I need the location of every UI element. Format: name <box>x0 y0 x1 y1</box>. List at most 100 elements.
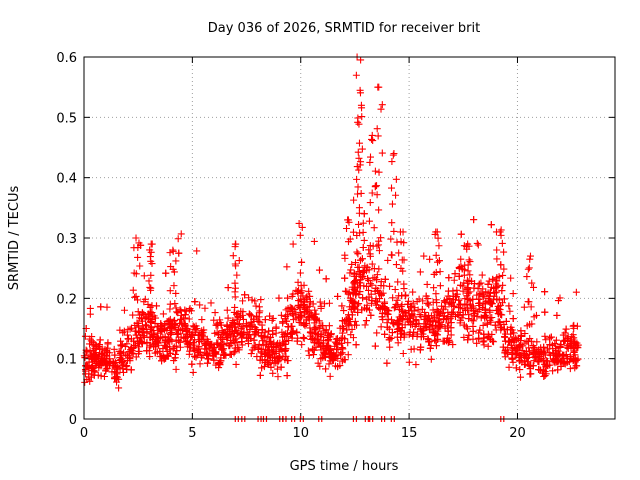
data-point <box>177 333 185 341</box>
data-point <box>158 322 166 330</box>
data-point <box>316 362 324 370</box>
data-point <box>409 299 417 307</box>
data-point <box>358 306 366 314</box>
data-point <box>308 346 316 354</box>
data-point <box>558 357 566 365</box>
data-point <box>316 298 324 306</box>
data-point <box>134 338 142 346</box>
data-point <box>217 333 225 341</box>
data-point <box>177 230 185 238</box>
peak-point <box>353 175 361 183</box>
data-point <box>412 361 420 369</box>
data-point <box>217 321 225 329</box>
data-point <box>110 359 118 367</box>
data-point <box>241 291 249 299</box>
data-point <box>445 300 453 308</box>
data-point <box>110 345 118 353</box>
data-point <box>104 340 112 348</box>
peak-point <box>399 267 407 275</box>
data-point <box>143 322 151 330</box>
peak-point <box>368 189 376 197</box>
peak-point <box>148 260 156 268</box>
data-point <box>314 336 322 344</box>
data-point <box>489 275 497 283</box>
data-point <box>93 342 101 350</box>
data-point <box>311 314 319 322</box>
data-point <box>478 271 486 279</box>
data-point <box>89 363 97 371</box>
data-point <box>560 351 568 359</box>
data-point <box>459 305 467 313</box>
data-point <box>470 284 478 292</box>
peak-point <box>145 277 153 285</box>
data-point <box>261 316 269 324</box>
data-point <box>417 333 425 341</box>
data-point <box>284 330 292 338</box>
data-point <box>509 346 517 354</box>
data-point <box>487 299 495 307</box>
peak-point <box>436 268 444 276</box>
peak-point <box>463 245 471 253</box>
data-point <box>384 256 392 264</box>
data-point <box>317 330 325 338</box>
peak-point <box>400 256 408 264</box>
peak-point <box>464 240 472 248</box>
data-point <box>289 240 297 248</box>
data-point <box>162 354 170 362</box>
data-point <box>286 303 294 311</box>
data-point <box>469 295 477 303</box>
data-point <box>464 336 472 344</box>
data-point <box>383 323 391 331</box>
data-point <box>404 297 412 305</box>
peak-point <box>355 139 363 147</box>
peak-point <box>388 219 396 227</box>
data-point <box>385 336 393 344</box>
peak-point <box>171 300 179 308</box>
peak-point <box>352 71 360 79</box>
peak-point <box>365 246 373 254</box>
data-point <box>294 278 302 286</box>
data-point <box>208 340 216 348</box>
data-point <box>201 341 209 349</box>
data-point <box>174 326 182 334</box>
peak-point <box>146 310 154 318</box>
data-point <box>423 299 431 307</box>
data-point <box>562 325 570 333</box>
data-point <box>344 339 352 347</box>
peak-point <box>388 158 396 166</box>
data-point <box>87 337 95 345</box>
data-point <box>350 196 358 204</box>
peak-point <box>391 285 399 293</box>
peak-point <box>353 163 361 171</box>
data-point <box>269 369 277 377</box>
data-point <box>124 335 132 343</box>
data-point <box>129 311 137 319</box>
data-point <box>521 330 529 338</box>
peak-point <box>232 240 240 248</box>
data-point <box>529 362 537 370</box>
data-point <box>190 352 198 360</box>
data-point <box>147 333 155 341</box>
peak-point <box>368 131 376 139</box>
peak-point <box>172 289 180 297</box>
data-point <box>245 331 253 339</box>
data-point <box>424 335 432 343</box>
data-point <box>407 345 415 353</box>
data-point <box>266 312 274 320</box>
peak-point <box>400 280 408 288</box>
data-point <box>212 348 220 356</box>
peak-point <box>132 292 140 300</box>
peak-point <box>373 125 381 133</box>
data-point <box>505 363 513 371</box>
data-point <box>119 365 127 373</box>
data-point <box>416 325 424 333</box>
data-point <box>98 359 106 367</box>
data-point <box>257 332 265 340</box>
data-point <box>460 321 468 329</box>
data-point <box>264 333 272 341</box>
data-point <box>412 316 420 324</box>
peak-point <box>358 113 366 121</box>
data-point <box>418 305 426 313</box>
data-point <box>333 335 341 343</box>
data-point <box>115 384 123 392</box>
